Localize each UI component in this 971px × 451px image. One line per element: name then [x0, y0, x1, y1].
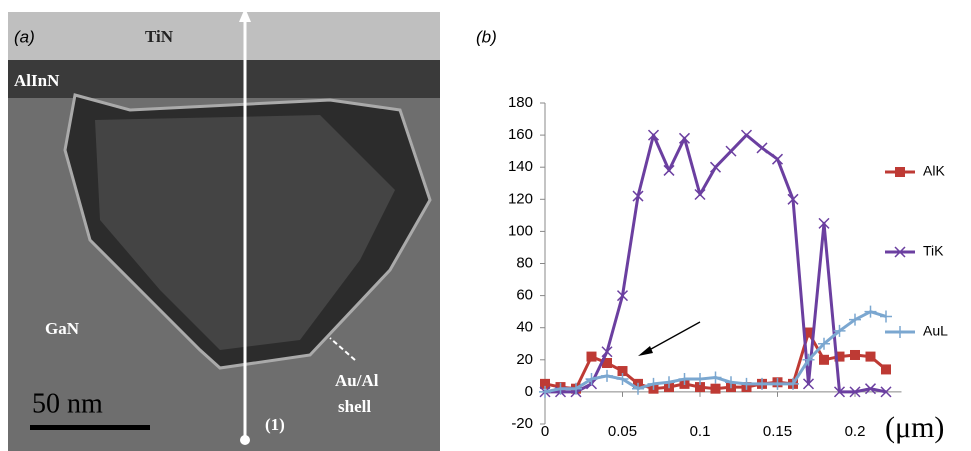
y-tick-label: 40	[516, 319, 533, 336]
data-point	[710, 371, 722, 383]
scale-bar	[30, 425, 150, 430]
legend-label: AlK	[923, 163, 945, 179]
layer-label: TiN	[145, 27, 174, 46]
panel-label: (a)	[14, 27, 35, 46]
data-point	[601, 370, 613, 382]
data-point	[587, 352, 597, 362]
data-point	[742, 130, 752, 140]
tin-layer	[8, 12, 440, 60]
legend-label: TiK	[923, 243, 944, 259]
profile-label: (1)	[265, 415, 285, 434]
shell-label: Au/Al	[335, 371, 379, 390]
data-point	[726, 146, 736, 156]
data-point	[880, 310, 892, 322]
x-tick-label: 0.2	[845, 423, 866, 440]
x-tick-label: 0.15	[763, 423, 792, 440]
data-point	[757, 143, 767, 153]
data-point	[881, 364, 891, 374]
y-tick-label: 60	[516, 287, 533, 304]
data-point	[866, 352, 876, 362]
figure: (a) TiN AlInN GaN 50 nm (1) Au/Al shell …	[0, 0, 971, 451]
data-point	[865, 306, 877, 318]
y-tick-label: 180	[508, 94, 533, 111]
y-tick-label: 20	[516, 351, 533, 368]
profile-start	[240, 435, 250, 445]
panel-label: (b)	[476, 27, 497, 46]
y-tick-label: 80	[516, 254, 533, 271]
x-axis-label: (μm)	[885, 411, 944, 444]
y-tick-label: 140	[508, 158, 533, 175]
legend-marker	[895, 167, 905, 177]
annotation-arrowhead	[638, 346, 653, 356]
data-point	[819, 355, 829, 365]
y-tick-label: -20	[511, 415, 533, 432]
data-point	[711, 384, 721, 394]
y-tick-label: 100	[508, 222, 533, 239]
x-tick-label: 0.1	[690, 423, 711, 440]
y-tick-label: 160	[508, 126, 533, 143]
legend-marker	[894, 326, 906, 338]
layer-label: AlInN	[14, 71, 60, 90]
layer-label: GaN	[45, 319, 80, 338]
data-point	[850, 350, 860, 360]
x-tick-label: 0	[541, 423, 549, 440]
scale-label: 50 nm	[32, 388, 103, 419]
data-point	[711, 162, 721, 172]
y-tick-label: 120	[508, 190, 533, 207]
micrograph: (a) TiN AlInN GaN 50 nm (1) Au/Al shell	[8, 8, 440, 451]
y-tick-label: 0	[525, 383, 533, 400]
x-tick-label: 0.05	[608, 423, 637, 440]
alinn-layer	[8, 60, 440, 98]
shell-label: shell	[338, 397, 371, 416]
legend-label: AuL	[923, 323, 948, 339]
